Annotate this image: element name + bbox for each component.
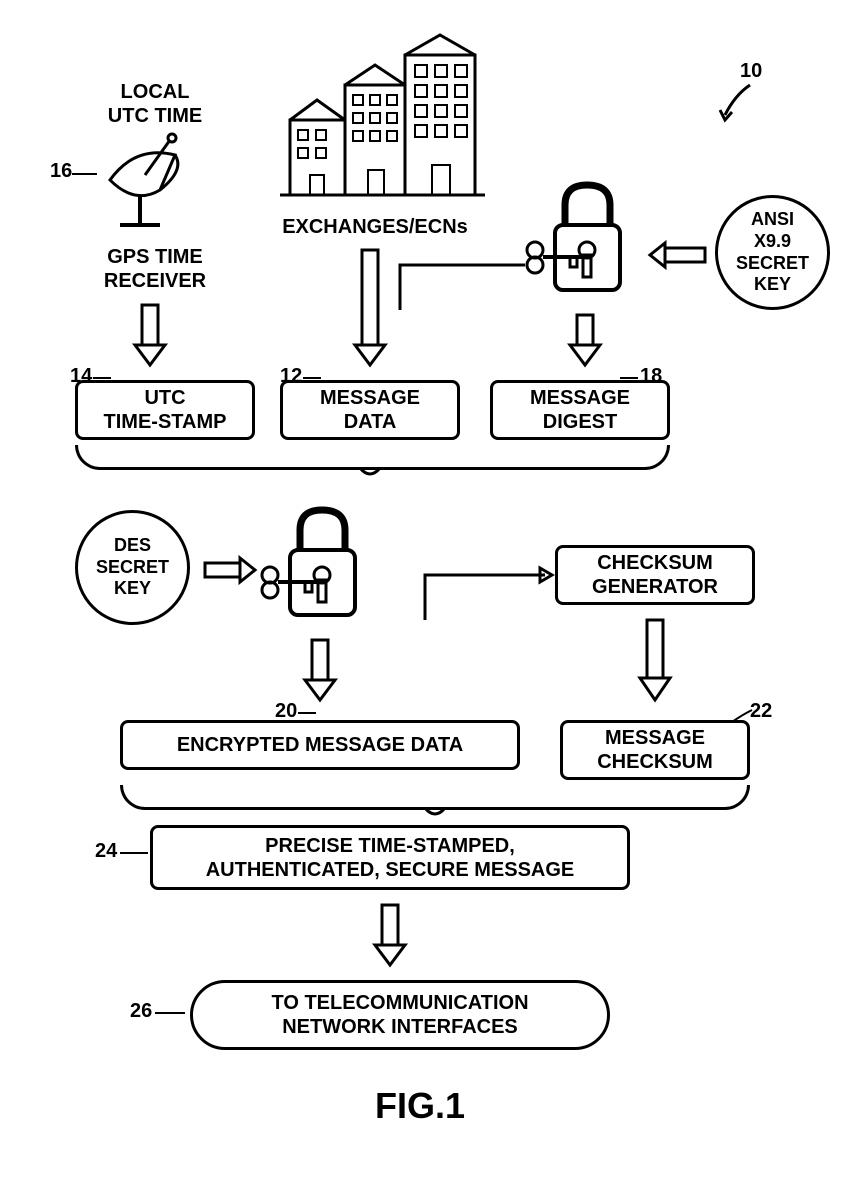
box-precise-message: PRECISE TIME-STAMPED, AUTHENTICATED, SEC… [150,825,630,890]
des-key-node: DES SECRET KEY [75,510,190,625]
arrow-exch-to-msgdata [350,245,390,370]
connector-msgdata-to-lock1 [395,255,535,315]
leader-16 [72,168,97,180]
brace-row2-tip [425,808,445,820]
arrow-lock2-to-enc [300,635,340,705]
ref-26: 26 [130,1000,152,1023]
ref-24: 24 [95,840,117,863]
ref-22: 22 [750,700,772,723]
figure-title: FIG.1 [330,1085,510,1127]
label-gps-receiver: GPS TIME RECEIVER [70,245,240,293]
box-encrypted-message: ENCRYPTED MESSAGE DATA [120,720,520,770]
box-telecom: TO TELECOMMUNICATION NETWORK INTERFACES [190,980,610,1050]
arrow-lock1-to-digest [565,310,605,370]
label-exchanges: EXCHANGES/ECNs [265,215,485,239]
leader-10 [720,80,760,120]
leader-26 [155,1008,185,1018]
box-checksum-generator: CHECKSUM GENERATOR [555,545,755,605]
box-utc-timestamp: UTC TIME-STAMP [75,380,255,440]
padlock-icon-2 [260,500,370,630]
brace-row1-tip [360,468,380,480]
box-message-digest: MESSAGE DIGEST [490,380,670,440]
arrow-gps-to-utc [130,300,170,370]
arrow-cksumgen-to-cksum [635,615,675,705]
satellite-dish-icon [90,130,210,240]
arrow-ansi-to-lock [650,240,710,270]
arrow-des-to-lock [200,555,255,585]
ansi-key-node: ANSI X9.9 SECRET KEY [715,195,830,310]
connector-enc-to-cksumgen [420,565,550,625]
arrow-precise-to-telecom [370,900,410,970]
buildings-icon [280,30,490,210]
brace-row1 [75,445,670,470]
ref-16: 16 [50,160,72,183]
leader-20 [298,708,316,718]
brace-row2 [120,785,750,810]
label-local-utc: LOCAL UTC TIME [85,80,225,128]
padlock-icon-1 [525,175,635,305]
leader-24 [120,848,148,858]
box-message-checksum: MESSAGE CHECKSUM [560,720,750,780]
box-message-data: MESSAGE DATA [280,380,460,440]
diagram-canvas: 10 LOCAL UTC TIME 16 GPS TIME RECEIVER [0,0,867,1178]
